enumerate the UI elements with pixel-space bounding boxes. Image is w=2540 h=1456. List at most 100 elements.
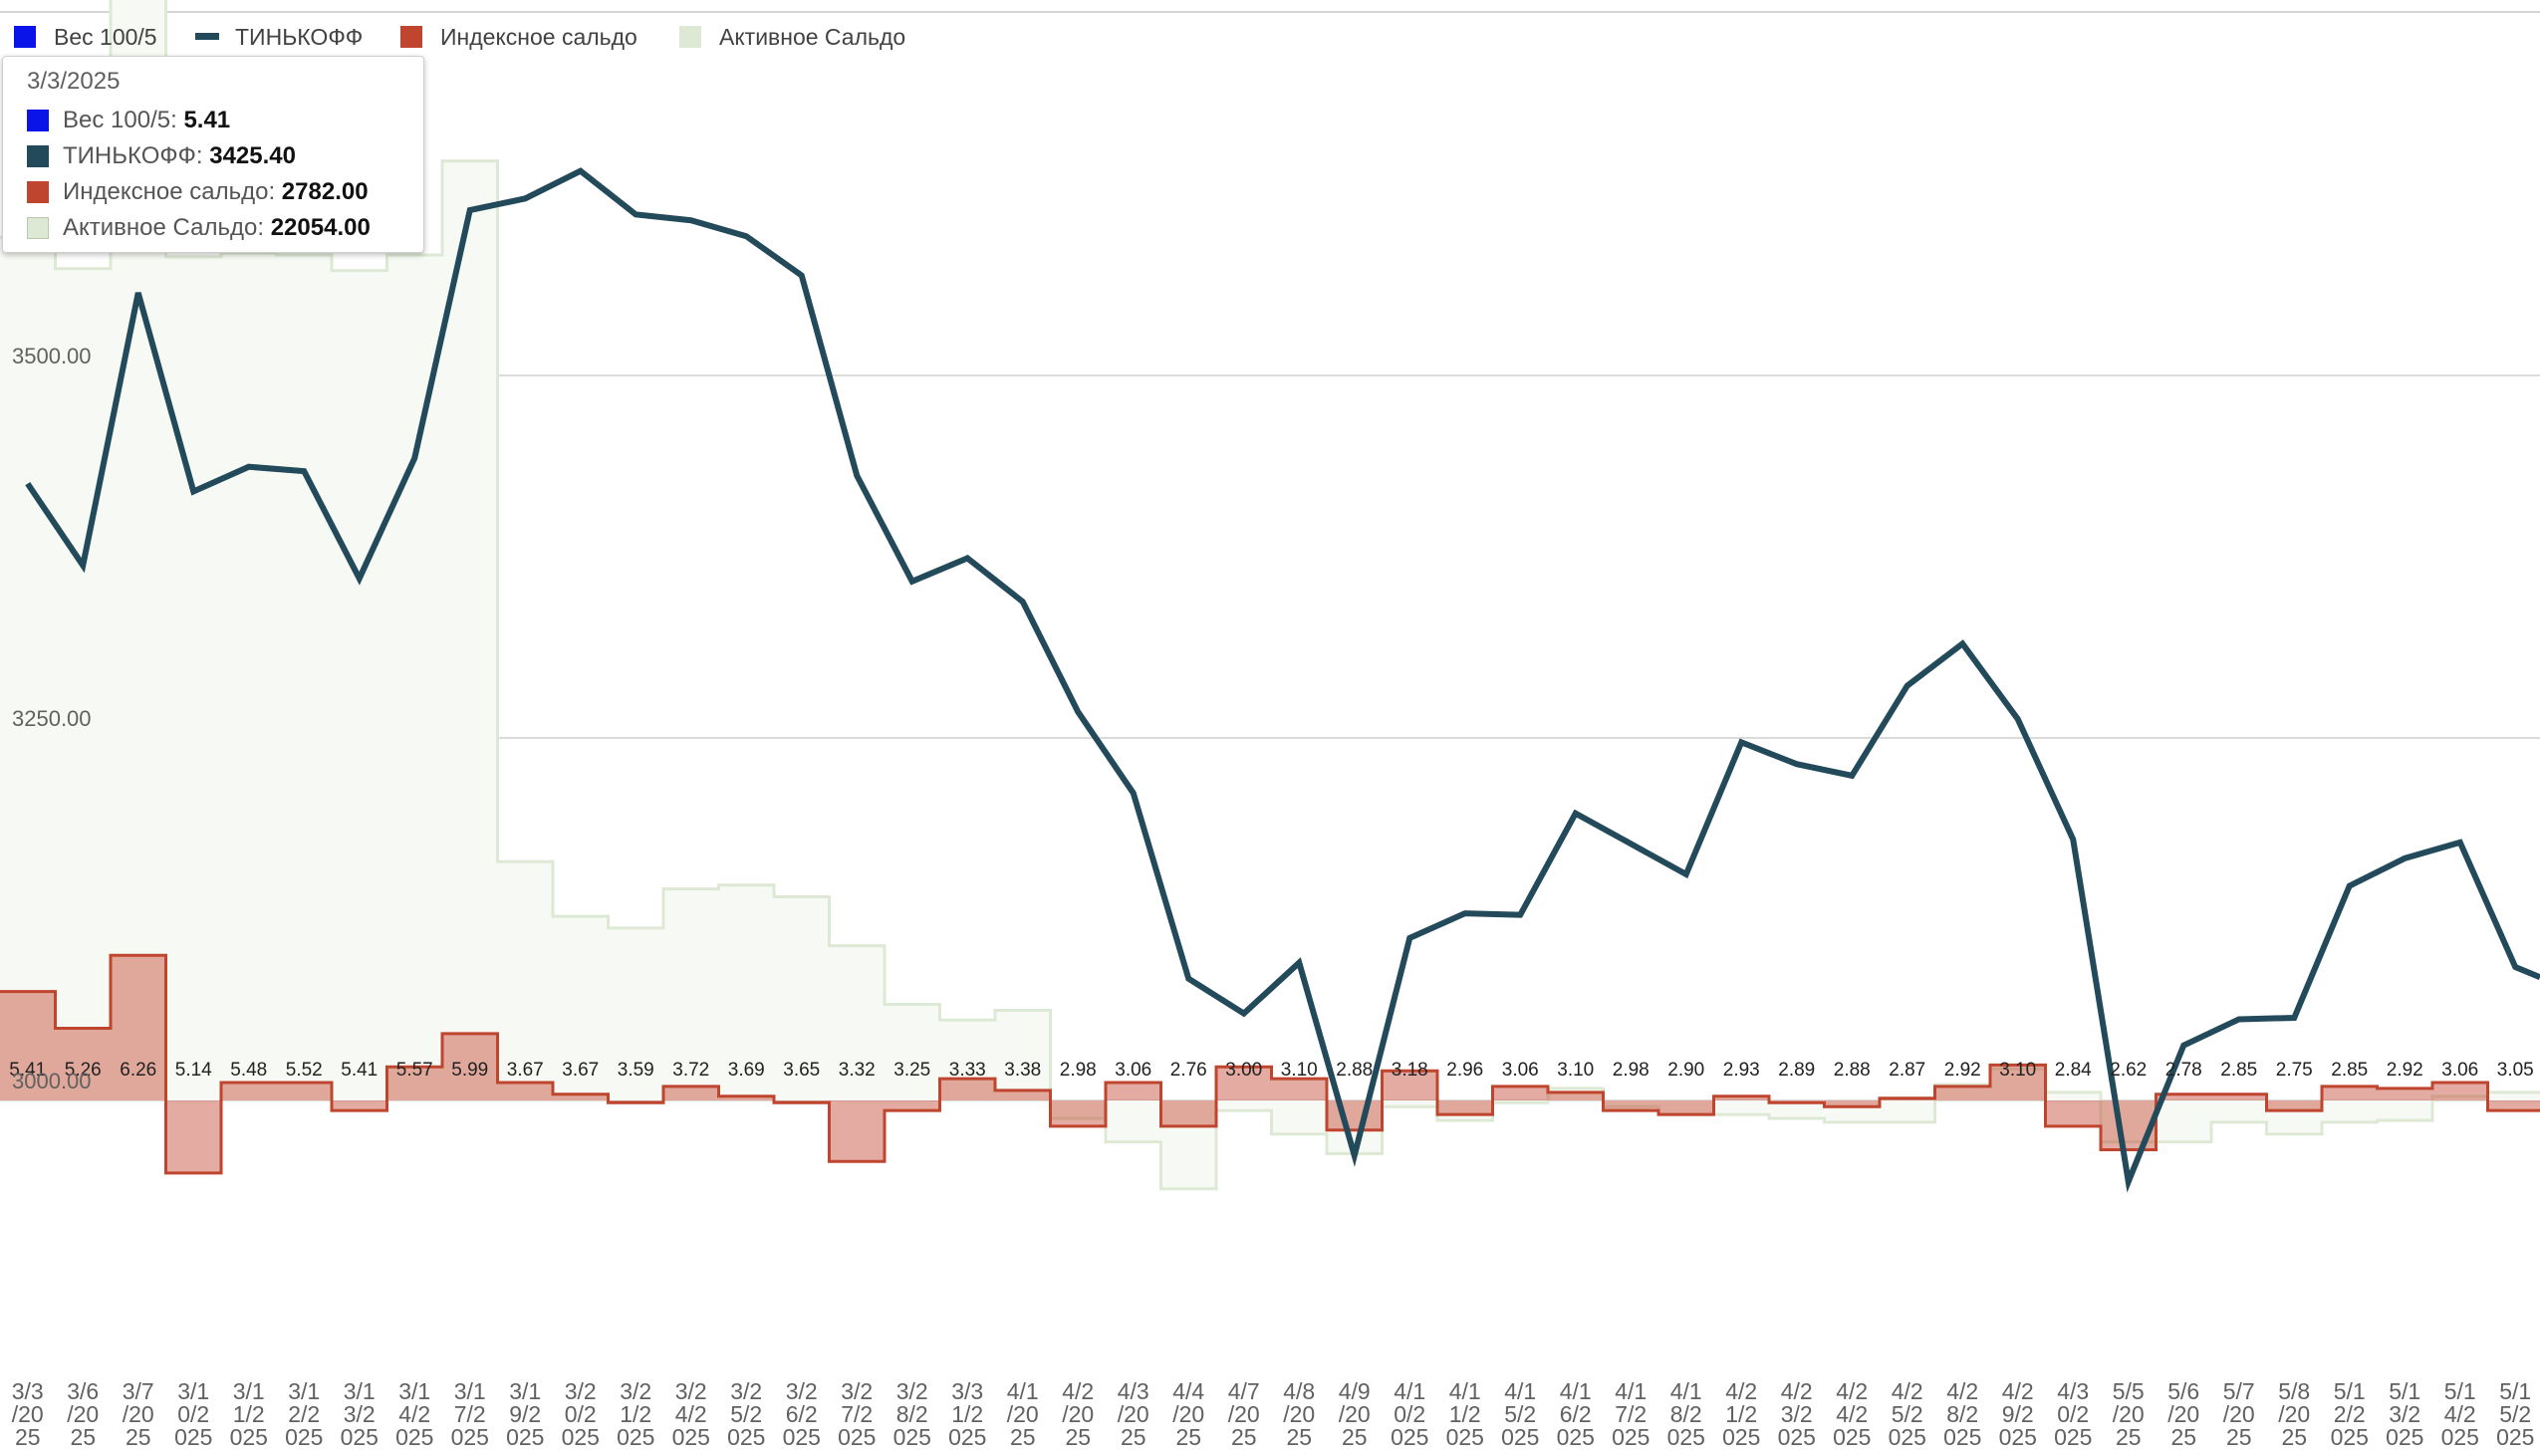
x-tick-label-line: 25 <box>70 1424 96 1450</box>
x-tick-label-line: 4/8 <box>1283 1378 1315 1404</box>
legend-active-saldo-label: Активное Сальдо <box>719 24 905 50</box>
x-tick-label-line: 6/2 <box>1560 1401 1592 1427</box>
x-tick-label-line: 4/7 <box>1228 1378 1260 1404</box>
x-tick-label-line: 5/1 <box>2499 1378 2531 1404</box>
tooltip-value-weight: 5.41 <box>183 107 231 133</box>
x-tick-label-line: 0/2 <box>1394 1401 1425 1427</box>
x-tick-label-line: 4/1 <box>1670 1378 1702 1404</box>
x-tick-label-line: 25 <box>2281 1424 2307 1450</box>
x-tick-label-17: 3/3 1/2 025 <box>948 1378 986 1450</box>
x-tick-label-line: /20 <box>1062 1401 1094 1427</box>
x-tick-label-line: 025 <box>1778 1424 1816 1450</box>
legend-index-saldo-label: Индексное сальдо <box>440 24 637 50</box>
tooltip-swatch-weight <box>27 110 49 131</box>
weight-label-11: 3.59 <box>618 1060 654 1081</box>
weight-label-38: 2.62 <box>2110 1060 2147 1081</box>
x-tick-label-34: 4/2 5/2 025 <box>1889 1378 1926 1450</box>
x-tick-label-line: /20 <box>2167 1401 2199 1427</box>
y-axis: 3000.00 3250.00 3500.00 <box>12 344 92 1093</box>
x-tick-label-line: 3/2 <box>1781 1401 1813 1427</box>
x-tick-label-20: 4/3/20 25 <box>1118 1378 1149 1450</box>
tooltip-swatch-active-saldo <box>27 217 49 239</box>
weight-label-12: 3.72 <box>672 1060 709 1081</box>
x-tick-label-4: 3/1 1/2 025 <box>230 1378 268 1450</box>
legend-tinkoff-swatch <box>195 33 219 40</box>
x-tick-label-line: 025 <box>1501 1424 1539 1450</box>
x-tick-label-line: 4/1 <box>1394 1378 1425 1404</box>
x-tick-label-line: 3/2 <box>620 1378 651 1404</box>
x-tick-label-line: 9/2 <box>509 1401 541 1427</box>
x-tick-label-line: 0/2 <box>177 1401 209 1427</box>
x-tick-label-43: 5/1 3/2 025 <box>2386 1378 2423 1450</box>
x-tick-label-line: /20 <box>2113 1401 2145 1427</box>
x-tick-label-line: /20 <box>2278 1401 2310 1427</box>
x-tick-label-line: 025 <box>1722 1424 1760 1450</box>
tooltip-label-weight: Вес 100/5 <box>63 107 171 133</box>
x-tick-label-line: 7/2 <box>454 1401 486 1427</box>
weight-label-13: 3.69 <box>728 1060 765 1081</box>
x-tick-label-line: 3/7 <box>123 1378 154 1404</box>
x-tick-label-line: 3/2 <box>344 1401 376 1427</box>
weight-label-24: 2.88 <box>1336 1060 1373 1081</box>
tooltip-label-active-saldo: Активное Сальдо <box>63 214 258 241</box>
weight-label-31: 2.93 <box>1723 1060 1760 1081</box>
weight-label-29: 2.98 <box>1613 1060 1650 1081</box>
tooltip-row-tinkoff: ТИНЬКОФФ: 3425.40 <box>27 138 423 174</box>
weight-label-44: 3.06 <box>2441 1060 2478 1081</box>
weight-label-20: 3.06 <box>1115 1060 1151 1081</box>
tooltip-swatch-tinkoff <box>27 145 49 167</box>
x-tick-label-line: 025 <box>230 1424 268 1450</box>
tooltip-date: 3/3/2025 <box>27 68 121 95</box>
x-tick-label-line: 025 <box>1557 1424 1595 1450</box>
tooltip-row-index-saldo: Индексное сальдо: 2782.00 <box>27 174 423 210</box>
weight-label-25: 3.18 <box>1392 1060 1428 1081</box>
y-tick-label-2: 3500.00 <box>12 344 92 368</box>
x-tick-label-line: 025 <box>1833 1424 1871 1450</box>
x-tick-label-line: 3/1 <box>288 1378 320 1404</box>
weight-label-42: 2.85 <box>2331 1060 2368 1081</box>
weight-label-4: 5.48 <box>230 1060 267 1081</box>
x-tick-label-line: 5/2 <box>2499 1401 2531 1427</box>
x-tick-label-16: 3/2 8/2 025 <box>893 1378 931 1450</box>
x-tick-label-line: 4/2 <box>2444 1401 2476 1427</box>
x-tick-label-30: 4/1 8/2 025 <box>1667 1378 1705 1450</box>
x-tick-label-line: 5/8 <box>2278 1378 2310 1404</box>
x-tick-label-35: 4/2 8/2 025 <box>1943 1378 1981 1450</box>
weight-label-40: 2.85 <box>2220 1060 2257 1081</box>
x-tick-label-38: 5/5/20 25 <box>2113 1378 2145 1450</box>
x-tick-label-line: 2/2 <box>2334 1401 2366 1427</box>
x-tick-label-line: 9/2 <box>2002 1401 2034 1427</box>
weight-label-27: 3.06 <box>1502 1060 1539 1081</box>
x-tick-label-line: 025 <box>2054 1424 2092 1450</box>
weight-label-22: 3.00 <box>1225 1060 1262 1081</box>
tooltip: 3/3/2025 Вес 100/5: 5.41 ТИНЬКОФФ: 3425.… <box>2 56 424 253</box>
weight-label-16: 3.25 <box>893 1060 930 1081</box>
x-tick-label-36: 4/2 9/2 025 <box>1999 1378 2037 1450</box>
x-tick-label-line: 025 <box>285 1424 323 1450</box>
x-tick-label-line: 3/2 <box>896 1378 928 1404</box>
index-saldo-step-line <box>0 953 2540 1175</box>
x-tick-label-line: 4/2 <box>1836 1378 1868 1404</box>
weight-label-8: 5.99 <box>451 1060 488 1081</box>
x-tick-label-line: 3/1 <box>454 1378 486 1404</box>
x-tick-label-29: 4/1 7/2 025 <box>1612 1378 1650 1450</box>
x-tick-label-line: /20 <box>1118 1401 1149 1427</box>
x-tick-label-line: 025 <box>451 1424 489 1450</box>
y-tick-label-0: 3000.00 <box>12 1069 92 1093</box>
x-tick-label-line: 5/6 <box>2167 1378 2199 1404</box>
x-tick-label-line: 3/2 <box>2389 1401 2420 1427</box>
legend: Вес 100/5 ТИНЬКОФФ Индексное сальдо Активно… <box>14 24 905 50</box>
x-tick-label-line: 25 <box>2226 1424 2252 1450</box>
weight-label-18: 3.38 <box>1004 1060 1041 1081</box>
x-tick-label-37: 4/3 0/2 025 <box>2054 1378 2092 1450</box>
x-tick-label-line: 8/2 <box>1946 1401 1978 1427</box>
tooltip-value-index-saldo: 2782.00 <box>281 178 369 205</box>
x-tick-label-line: 5/7 <box>2223 1378 2255 1404</box>
weight-label-3: 5.14 <box>175 1060 212 1081</box>
weight-label-2: 6.26 <box>120 1060 156 1081</box>
weight-label-37: 2.84 <box>2055 1060 2092 1081</box>
x-tick-label-line: 4/2 <box>1836 1401 1868 1427</box>
legend-weight-label: Вес 100/5 <box>54 24 157 50</box>
x-tick-label-3: 3/1 0/2 025 <box>174 1378 212 1450</box>
